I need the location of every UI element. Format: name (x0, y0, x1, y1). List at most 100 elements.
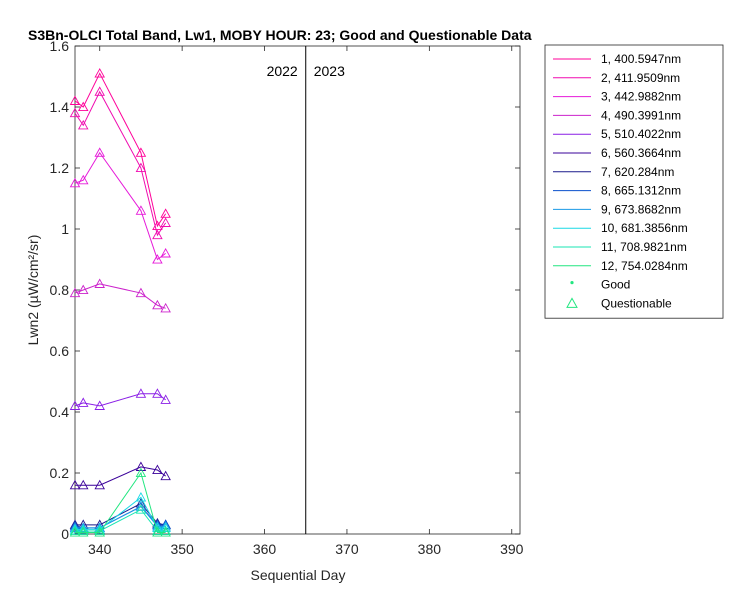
data-point (77, 479, 89, 490)
data-point (77, 119, 89, 130)
legend-entry: 7, 620.284nm (601, 165, 674, 179)
data-point (135, 461, 147, 471)
data-point (69, 527, 81, 537)
y-tick-label: 1.2 (50, 160, 70, 176)
y-tick-label: 1.4 (50, 99, 70, 115)
y-axis-label: Lwn2 (µW/cm²/sr) (25, 235, 41, 346)
legend: 1, 400.5947nm 2, 411.9509nm 3, 442.9882nm 4… (544, 44, 724, 319)
data-point (152, 229, 163, 240)
data-point (69, 520, 81, 531)
y-tick-label: 0.6 (50, 343, 70, 359)
data-point (94, 68, 105, 78)
data-point (160, 522, 171, 532)
data-point (69, 400, 81, 410)
legend-entry: 5, 510.4022nm (601, 127, 681, 141)
data-point (152, 299, 163, 310)
data-point (160, 217, 171, 227)
data-point (152, 388, 163, 398)
axes-box (74, 45, 521, 535)
data-point (135, 147, 147, 157)
legend-entry: 2, 411.9509nm (601, 71, 680, 85)
x-tick-label: 360 (253, 541, 277, 557)
legend-entry: 6, 560.3664nm (601, 146, 681, 160)
legend-entry: 1, 400.5947nm (601, 52, 681, 66)
data-point (77, 523, 89, 534)
data-point (94, 525, 105, 535)
legend-marker-good (570, 281, 574, 285)
data-point (77, 525, 89, 535)
legend-entry: 10, 681.3856nm (601, 221, 688, 235)
data-point (152, 254, 163, 264)
data-point (77, 397, 89, 407)
chart-title: S3Bn-OLCI Total Band, Lw1, MOBY HOUR: 23… (28, 27, 532, 43)
data-point (135, 504, 147, 514)
series-line (74, 151, 166, 261)
data-point (135, 162, 147, 173)
series-6 (69, 461, 171, 490)
data-point (160, 247, 171, 258)
legend-marker-label: Questionable (601, 296, 672, 310)
x-tick-label: 370 (335, 541, 359, 557)
data-point (94, 86, 105, 96)
data-point (135, 467, 147, 478)
data-point (77, 101, 89, 112)
data-point (77, 174, 89, 185)
data-point (94, 479, 105, 490)
x-tick-label: 390 (500, 541, 524, 557)
data-point (152, 464, 163, 474)
series-3 (69, 147, 171, 264)
x-tick-label: 340 (88, 541, 112, 557)
data-point (69, 287, 81, 298)
y-tick-label: 0.2 (50, 465, 70, 481)
series-2 (69, 86, 171, 240)
x-tick-label: 350 (170, 541, 194, 557)
data-point (69, 107, 81, 118)
data-point (69, 177, 81, 188)
data-point (135, 388, 147, 398)
y-tick-label: 0.4 (50, 404, 70, 420)
data-point (160, 470, 171, 481)
x-axis-label: Sequential Day (251, 567, 346, 583)
legend-entry: 3, 442.9882nm (601, 90, 681, 104)
y-tick-label: 1 (61, 221, 69, 237)
legend-entry: 8, 665.1312nm (601, 184, 681, 198)
year-label-left: 2022 (267, 63, 298, 79)
data-point (94, 400, 105, 410)
legend-entry: 12, 754.0284nm (601, 259, 688, 273)
y-tick-label: 1.6 (50, 38, 70, 54)
series-line (75, 471, 166, 533)
data-point (152, 525, 163, 535)
series-line (74, 283, 166, 309)
series-12 (69, 467, 171, 537)
data-point (160, 525, 171, 535)
series-line (74, 393, 166, 407)
y-tick-label: 0 (61, 526, 69, 542)
data-point (77, 527, 89, 537)
data-point (69, 522, 81, 532)
data-point (69, 479, 81, 490)
legend-marker-label: Good (601, 278, 630, 292)
data-point (77, 522, 89, 532)
legend-marker-questionable (566, 297, 578, 308)
legend-entry: 9, 673.8682nm (601, 202, 681, 216)
series-4 (69, 278, 171, 313)
series-1 (69, 68, 171, 231)
data-point (160, 520, 171, 531)
data-point (69, 95, 81, 105)
data-point (152, 527, 163, 537)
series-line (75, 466, 166, 486)
year-label-right: 2023 (314, 63, 345, 79)
data-point (160, 394, 171, 404)
data-point (69, 523, 81, 534)
data-point (160, 527, 171, 537)
data-point (135, 491, 147, 502)
data-point (160, 302, 171, 313)
legend-entry: 11, 708.9821nm (601, 240, 687, 254)
data-point (160, 208, 171, 218)
data-point (94, 147, 105, 157)
data-point (77, 284, 89, 295)
data-point (94, 278, 105, 288)
data-point (69, 525, 81, 535)
legend-entry: 4, 490.3991nm (601, 108, 681, 122)
